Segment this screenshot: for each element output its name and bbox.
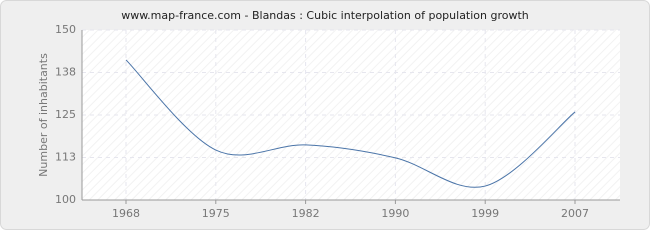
chart: www.map-france.com - Blandas : Cubic int… bbox=[0, 0, 650, 230]
x-tick-label: 1975 bbox=[202, 207, 230, 220]
x-tick-label: 1968 bbox=[112, 207, 140, 220]
x-tick-label: 2007 bbox=[561, 207, 589, 220]
y-tick-label: 150 bbox=[55, 23, 76, 36]
x-tick-label: 1990 bbox=[381, 207, 409, 220]
y-tick-label: 113 bbox=[55, 151, 76, 164]
x-tick-label: 1999 bbox=[471, 207, 499, 220]
y-tick-label: 125 bbox=[55, 108, 76, 121]
y-tick-label: 138 bbox=[55, 66, 76, 79]
y-tick-label: 100 bbox=[55, 193, 76, 206]
chart-title: www.map-france.com - Blandas : Cubic int… bbox=[121, 9, 529, 22]
line bbox=[125, 59, 576, 188]
y-axis-label: Number of inhabitants bbox=[37, 53, 50, 177]
x-tick-label: 1982 bbox=[292, 207, 320, 220]
